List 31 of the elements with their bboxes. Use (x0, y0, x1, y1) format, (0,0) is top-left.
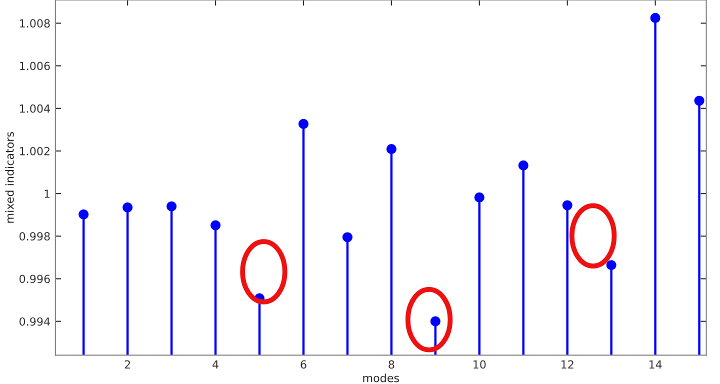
x-tick-label: 10 (474, 360, 486, 369)
y-tick-label: 1.004 (20, 104, 50, 113)
point (474, 192, 484, 202)
x-tick-label: 8 (388, 360, 394, 369)
point (606, 260, 616, 270)
point (430, 316, 440, 326)
x-tick-label: 4 (212, 360, 218, 369)
y-axis-title: mixed indicators (5, 132, 14, 223)
point (694, 96, 704, 106)
point (518, 160, 528, 170)
point (210, 220, 221, 230)
x-axis-title: modes (363, 374, 399, 382)
point (386, 144, 396, 154)
x-tick-label: 12 (562, 360, 574, 369)
x-tick-label: 6 (300, 360, 306, 369)
point (342, 232, 352, 242)
point (298, 118, 309, 129)
point (562, 200, 572, 210)
x-tick-label: 2 (124, 360, 130, 369)
y-tick-label: 0.994 (20, 317, 50, 326)
y-tick-label: 1.008 (20, 19, 50, 28)
y-tick-label: 0.998 (20, 232, 50, 241)
y-tick-label: 1.006 (20, 62, 50, 70)
point (78, 209, 89, 220)
point (650, 12, 660, 23)
y-tick-label: 1.002 (20, 146, 50, 156)
y-tick-label: 1 (44, 190, 50, 198)
y-tick-label: 0.996 (20, 274, 50, 284)
point (122, 202, 133, 212)
point (166, 201, 177, 212)
x-tick-label: 14 (649, 360, 662, 369)
